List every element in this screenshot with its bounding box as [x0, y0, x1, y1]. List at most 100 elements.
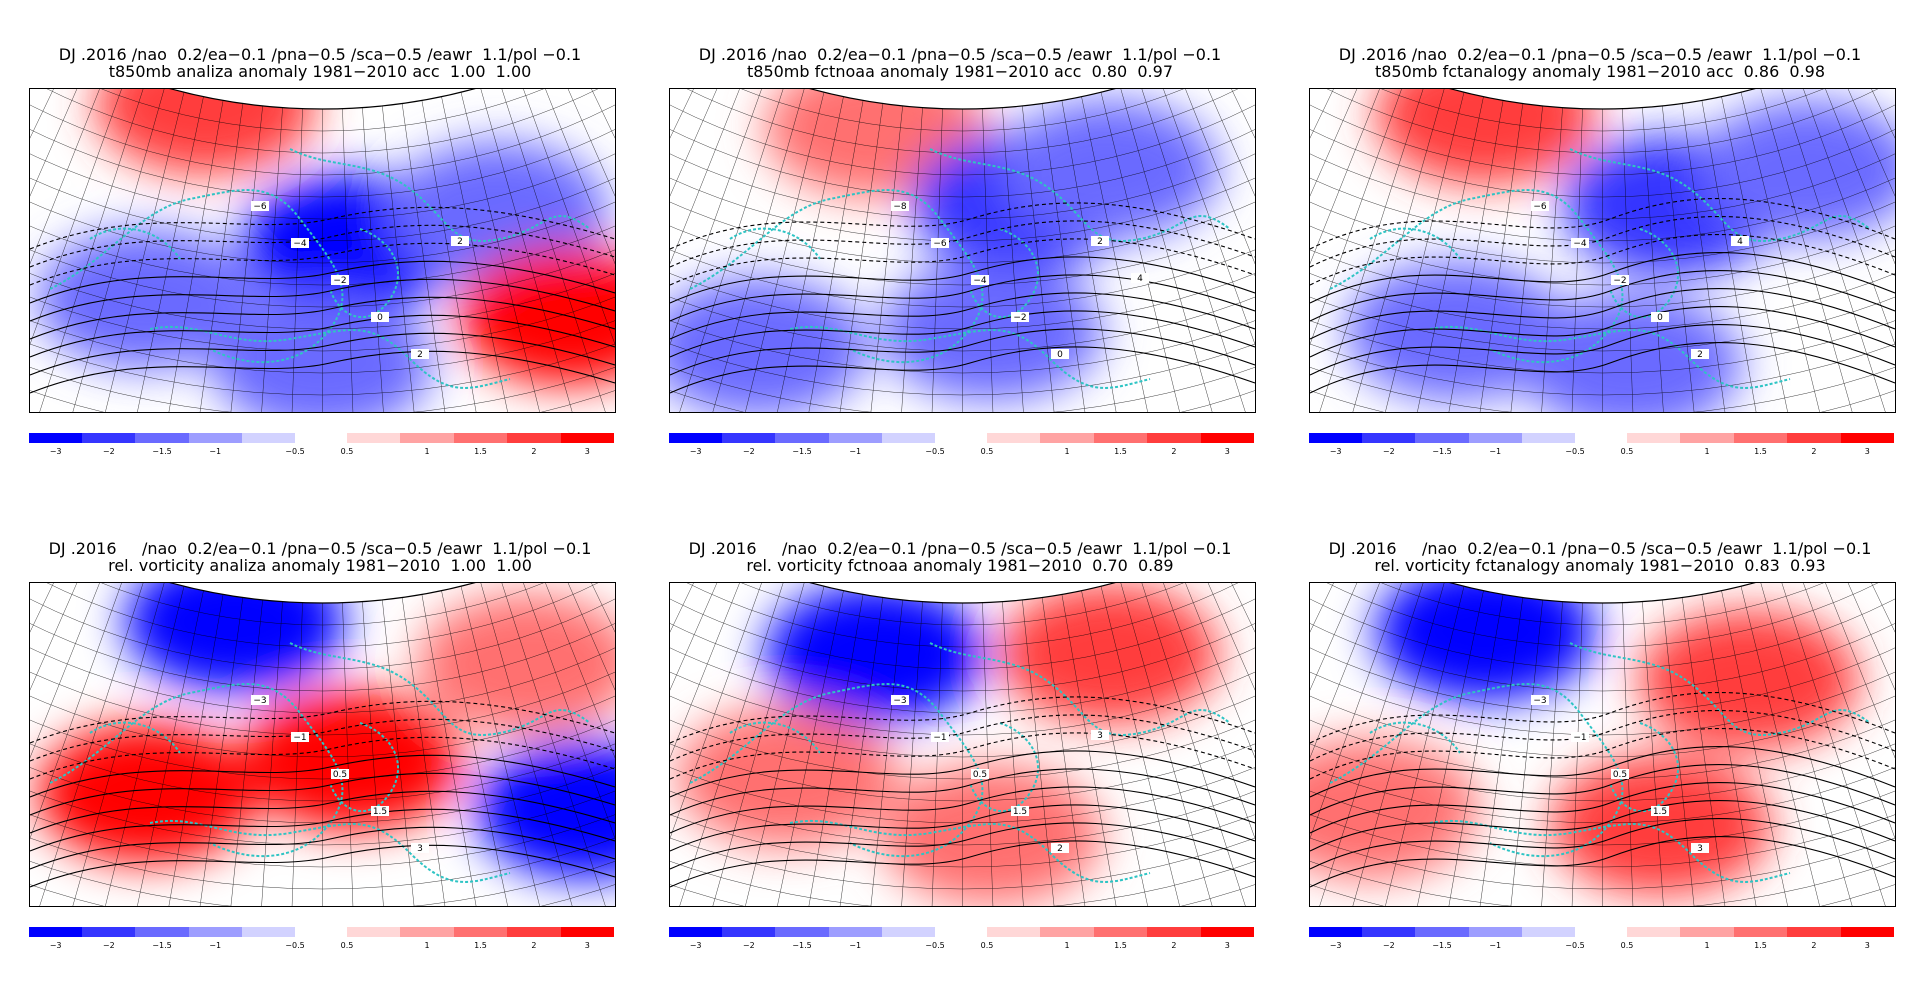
colorbar-tick-label: −2 — [742, 447, 755, 456]
colorbar-tick-label: −0.5 — [925, 447, 945, 456]
contour-label: 2 — [417, 350, 423, 360]
colorbar-swatch — [400, 927, 455, 937]
colorbar-swatch — [1309, 433, 1363, 443]
colorbar-tick-label: −1.5 — [1432, 941, 1452, 950]
colorbar-tick-label: 1 — [424, 447, 430, 456]
colorbar-tick-label: 0.5 — [1620, 447, 1634, 456]
colorbar-swatch — [1309, 927, 1363, 937]
colorbar-swatch — [669, 433, 723, 443]
colorbar-swatch — [1415, 927, 1470, 937]
contour-label: 1.5 — [373, 807, 387, 817]
colorbar-tick-label: 1.5 — [474, 447, 487, 456]
colorbar-tick-label: −3 — [689, 941, 702, 950]
colorbar-swatch — [1680, 433, 1735, 443]
positive-anomaly-area — [881, 764, 1102, 905]
colorbar-swatch — [722, 433, 776, 443]
colorbar-swatch — [135, 433, 190, 443]
colorbar-tick-label: 1.5 — [1754, 447, 1767, 456]
colorbar-swatch — [1468, 927, 1523, 937]
colorbar-tick-label: 2 — [1171, 447, 1177, 456]
colorbar-tick-label: −0.5 — [1565, 941, 1585, 950]
colorbar-swatch — [1362, 927, 1416, 937]
colorbar-tick-label: 0.5 — [340, 447, 354, 456]
colorbar-swatch — [29, 927, 83, 937]
colorbar-swatch — [881, 927, 936, 937]
colorbar-swatch — [1733, 927, 1788, 937]
anomaly-map: −3 −1 0.5 1.5 3 — [29, 582, 616, 907]
colorbar-tick-label: 1 — [1064, 941, 1070, 950]
colorbar-tick-label: −3 — [49, 447, 62, 456]
anomaly-map: −6 −4 −2 0 2 4 — [1309, 88, 1896, 413]
contour-label: 2 — [1057, 844, 1063, 854]
colorbar-negative — [1309, 433, 1576, 443]
positive-anomaly-area — [95, 89, 316, 176]
colorbar-swatch — [1733, 433, 1788, 443]
colorbar-swatch — [1521, 433, 1576, 443]
graticule — [670, 89, 1255, 412]
colorbar-tick-label: 1 — [1064, 447, 1070, 456]
colorbar-swatch — [188, 433, 243, 443]
contour-label: −1 — [933, 733, 946, 743]
colorbar-tick-label: 2 — [1171, 941, 1177, 950]
contour-label: −2 — [1013, 313, 1026, 323]
colorbar-tick-label: 1.5 — [1114, 447, 1127, 456]
colorbar-positive — [1627, 433, 1895, 443]
contour-label: −3 — [253, 696, 266, 706]
colorbar-tick-label: 3 — [584, 447, 590, 456]
colorbar-swatch — [1200, 433, 1255, 443]
contour-label: −3 — [1533, 696, 1546, 706]
graticule — [30, 583, 615, 906]
negative-anomaly-area — [881, 261, 1102, 402]
colorbar-swatch — [1362, 433, 1416, 443]
positive-anomaly-area — [458, 245, 615, 386]
colorbar-swatch — [1787, 927, 1842, 937]
colorbar-tick-label: −1 — [209, 941, 222, 950]
panel-vorticity-fctnoaa: DJ .2016 /nao 0.2/ea−0.1 /pna−0.5 /sca−0… — [640, 494, 1280, 988]
colorbar-tick-label: −3 — [1329, 447, 1342, 456]
colorbar-swatch — [669, 927, 723, 937]
panel-subtitle: rel. vorticity analiza anomaly 1981−2010… — [108, 556, 532, 575]
colorbar-swatch — [828, 433, 883, 443]
panel-vorticity-fctanalogy: DJ .2016 /nao 0.2/ea−0.1 /pna−0.5 /sca−0… — [1280, 494, 1920, 988]
positive-anomaly-area — [1551, 755, 1771, 896]
colorbar-swatch — [29, 433, 83, 443]
anomaly-map: −6 −4 −2 0 2 2 — [29, 88, 616, 413]
colorbar-swatch — [828, 927, 883, 937]
colorbar-tick-label: 2 — [531, 447, 537, 456]
colorbar-negative — [29, 433, 296, 443]
positive-anomaly-area — [241, 690, 462, 831]
contour-label: 0 — [1657, 313, 1663, 323]
colorbar-tick-label: −1 — [209, 447, 222, 456]
colorbar-tick-label: −1 — [1489, 447, 1502, 456]
colorbar-tick-label: −1 — [849, 447, 862, 456]
contour-label: 0.5 — [1613, 770, 1627, 780]
colorbar-swatch — [1200, 927, 1255, 937]
panel-subtitle: rel. vorticity fctnoaa anomaly 1981−2010… — [746, 556, 1174, 575]
panel-subtitle: t850mb fctanalogy anomaly 1981−2010 acc … — [1374, 62, 1826, 81]
colorbar-tick-label: 1 — [1704, 447, 1710, 456]
colorbar-swatch — [1093, 433, 1148, 443]
colorbar-tick-label: 0.5 — [340, 941, 354, 950]
anomaly-map: −3 −1 0.5 1.5 3 — [1309, 582, 1896, 907]
panel-subtitle: t850mb analiza anomaly 1981−2010 acc 1.0… — [108, 62, 532, 81]
colorbar-tick-label: 3 — [1864, 941, 1870, 950]
colorbar-tick-label: −2 — [102, 941, 115, 950]
colorbar-swatch — [135, 927, 190, 937]
colorbar-swatch — [560, 927, 615, 937]
panel-header: DJ .2016 /nao 0.2/ea−0.1 /pna−0.5 /sca−0… — [688, 539, 1232, 558]
colorbar-positive — [987, 433, 1255, 443]
colorbar-swatch — [1627, 433, 1681, 443]
colorbar-tick-label: −1.5 — [152, 447, 172, 456]
map-canvas: −6 −4 −2 0 2 4 — [1310, 89, 1895, 412]
colorbar-swatch — [1468, 433, 1523, 443]
colorbar-positive — [1627, 927, 1895, 937]
colorbar-swatch — [1840, 927, 1895, 937]
colorbar-tick-label: −0.5 — [285, 941, 305, 950]
colorbar-swatch — [241, 927, 296, 937]
colorbar-tick-label: 1 — [424, 941, 430, 950]
colorbar-tick-label: −2 — [1382, 941, 1395, 950]
contour-label: 0.5 — [973, 770, 987, 780]
colorbar-tick-label: 0.5 — [980, 941, 994, 950]
colorbar-tick-label: 1.5 — [474, 941, 487, 950]
negative-anomaly-area — [475, 739, 615, 880]
